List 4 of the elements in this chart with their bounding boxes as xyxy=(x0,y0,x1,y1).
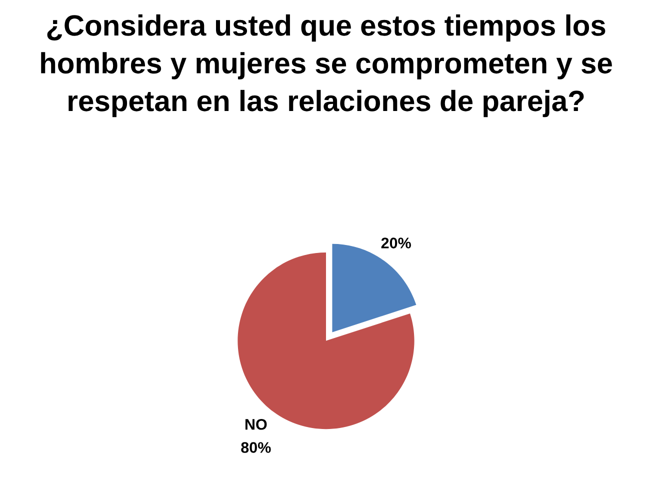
data-label: 80% xyxy=(241,442,271,453)
slice-label: NO xyxy=(245,418,267,430)
chart-title: ¿Considera usted que estos tiempos los hombres y mujeres se comprometen y se respetan en las relaciones de pareja? xyxy=(41,14,612,118)
data-label: 20% xyxy=(381,238,411,248)
